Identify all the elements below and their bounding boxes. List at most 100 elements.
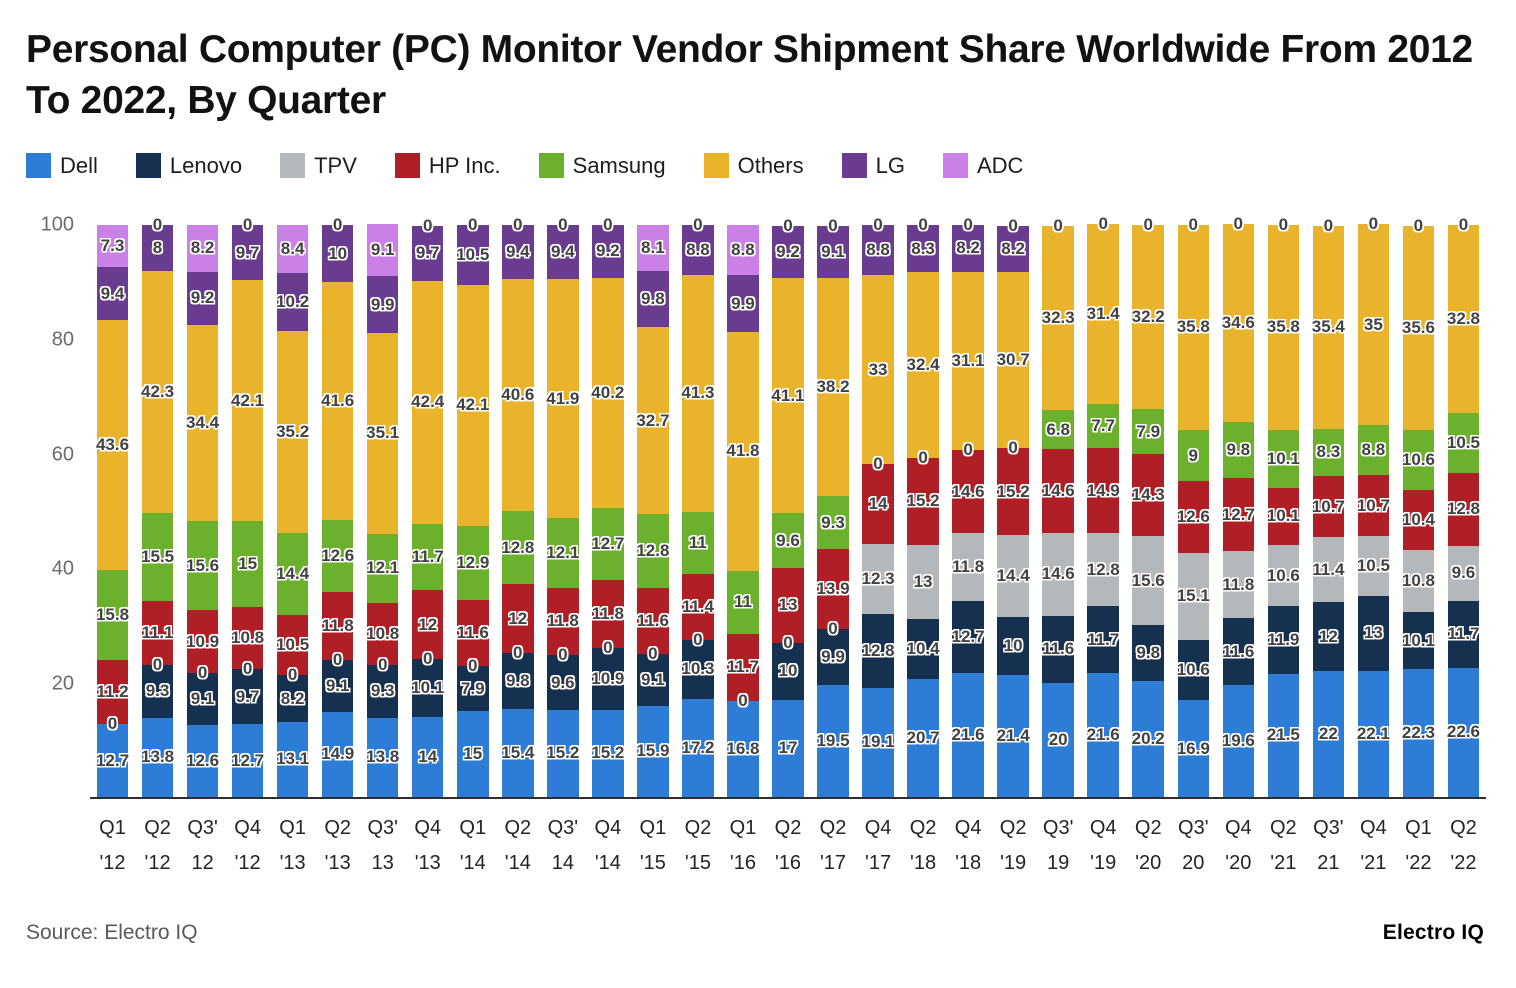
y-axis-tick: 60: [51, 443, 74, 466]
x-axis-label-year: '15: [684, 851, 711, 874]
value-label: 0: [783, 632, 793, 652]
bar-segment-tpv: 12.3: [861, 544, 895, 615]
bar-slot: 15.2 9.6 0 11.8 12.1 41.9 9.4 0: [540, 215, 585, 797]
bar-segment-lenovo: 10.4: [907, 619, 940, 679]
value-label: 13: [1363, 623, 1383, 643]
value-label: 0: [603, 214, 613, 234]
x-axis-label-year: '19: [1000, 851, 1027, 874]
bar-segment-dell: 15: [457, 711, 489, 797]
x-axis-label: Q2 '18: [901, 811, 946, 881]
bar-slot: 20 11.6 14.6 14.6 6.8 32.3 0 0: [1036, 216, 1081, 797]
bar-segment-dell: 14.9: [321, 711, 354, 797]
value-label: 0: [422, 215, 433, 235]
bar-segment-lg: 9.1: [817, 225, 849, 278]
x-axis-label: Q1 '14: [450, 811, 495, 881]
bar-segment-lenovo: 11.6: [1042, 616, 1075, 683]
value-label: 22.1: [1356, 723, 1390, 743]
bar-segment-others: 35.2: [276, 331, 309, 533]
bar-segment-lenovo: 10.3: [681, 639, 714, 699]
bar-segment-others: 33: [862, 275, 894, 465]
value-label: 21.4: [996, 725, 1030, 745]
bar-slot: 20.7 10.4 13 15.2 0 32.4 8.3 0: [901, 215, 946, 797]
x-axis-label-year: '18: [955, 851, 982, 874]
bar-segment-samsung: 10.6: [1401, 429, 1435, 491]
bar-segment-others: 31.4: [1087, 224, 1120, 405]
y-axis-tick: 100: [40, 213, 74, 236]
value-label: 35.1: [366, 423, 400, 443]
value-label: 9.7: [235, 686, 260, 706]
bar-segment-samsung: 15.8: [96, 569, 129, 661]
value-label: 43.6: [95, 435, 130, 455]
value-label: 11.6: [456, 622, 489, 642]
legend-swatch-lg: [841, 153, 867, 179]
x-axis-label-quarter: Q1: [639, 816, 667, 839]
bar-segment-samsung: 10.5: [1447, 412, 1480, 473]
bar-segment-others: 30.7: [997, 272, 1030, 449]
value-label: 19.6: [1221, 730, 1255, 750]
value-label: 13.9: [816, 579, 850, 599]
x-axis-label-year: '15: [639, 851, 666, 874]
value-label: 19.1: [861, 732, 895, 752]
legend-label: HP Inc.: [428, 152, 501, 178]
bar-slot: 15.4 9.8 0 12 12.8 40.6 9.4 0: [495, 215, 540, 797]
value-label: 41.9: [546, 388, 580, 408]
bar-segment-dell: 15.9: [636, 706, 669, 797]
value-label: 12.1: [546, 543, 580, 562]
value-label: 9.2: [776, 241, 800, 261]
value-label: 0: [1413, 216, 1424, 236]
bar-slot: 21.4 10 14.4 15.2 0 30.7 8.2 0: [991, 216, 1036, 797]
bar-segment-dell: 16.9: [1177, 700, 1210, 797]
x-axis-label-year: '17: [865, 851, 892, 874]
x-axis-label-year: 20: [1182, 851, 1205, 874]
value-label: 0: [332, 649, 343, 669]
legend-item-tpv: TPV: [280, 153, 357, 179]
value-label: 12: [1318, 626, 1338, 646]
bar-segment-others: 32.2: [1132, 225, 1165, 410]
stacked-bar: 15.9 9.1 0 11.6 12.8 32.7 9.8 8.1: [636, 225, 669, 797]
bar-segment-dell: 20.2: [1132, 681, 1165, 797]
value-label: 8.4: [280, 239, 305, 258]
value-label: 10.6: [1401, 450, 1435, 470]
value-label: 14: [868, 494, 888, 514]
x-axis-label: Q4 '21: [1351, 811, 1396, 881]
bar-slot: 15 7.9 0 11.6 12.9 42.1 10.5 0: [450, 215, 495, 797]
x-axis-label-year: '13: [279, 851, 306, 874]
x-axis-label-quarter: Q4: [594, 816, 622, 839]
value-label: 14.3: [1131, 485, 1165, 505]
value-label: 0: [332, 215, 343, 234]
bar-slot: 12.7 0 0 11.2 15.8 43.6 9.4 7.3: [90, 224, 135, 797]
value-label: 0: [963, 214, 973, 234]
value-label: 14.6: [951, 481, 985, 501]
bar-segment-dell: 13.1: [276, 722, 309, 797]
value-label: 12.1: [366, 558, 400, 578]
x-axis-label: Q3' 19: [1036, 811, 1081, 881]
value-label: 31.1: [951, 350, 985, 370]
value-label: 21.6: [1086, 725, 1120, 745]
stacked-bar: 22 12 11.4 10.7 8.3 35.4 0 0: [1312, 216, 1345, 797]
bar-segment-lg: 10: [321, 225, 354, 283]
value-label: 0: [873, 214, 883, 234]
stacked-bar: 14 10.1 0 12 11.7 42.4 9.7 0: [411, 216, 444, 797]
value-label: 9.8: [1226, 440, 1251, 460]
value-label: 0: [107, 714, 118, 734]
bar-segment-hp-inc: 11.1: [141, 601, 174, 665]
bar-segment-dell: 22: [1312, 671, 1345, 797]
x-axis-label-year: '12: [99, 851, 126, 874]
bar-segment-tpv: 15.6: [1132, 536, 1165, 626]
bar-segment-lenovo: 12.7: [952, 600, 985, 674]
stacked-bar: 20.7 10.4 13 15.2 0 32.4 8.3 0: [907, 215, 940, 797]
bar-segment-lenovo: 10.1: [1402, 611, 1435, 670]
value-label: 9.8: [641, 289, 665, 309]
legend-label: TPV: [314, 152, 357, 178]
bar-segment-samsung: 15: [231, 521, 264, 608]
value-label: 8.2: [190, 238, 215, 258]
stacked-bar: 15.2 10.9 0 11.8 12.7 40.2 9.2 0: [591, 215, 624, 797]
bar-segment-others: 41.1: [771, 278, 805, 514]
value-label: 0: [1413, 216, 1424, 236]
value-label: 9.2: [596, 241, 620, 261]
bar-segment-tpv: 10.8: [1402, 549, 1435, 612]
bar-segment-samsung: 12.1: [546, 518, 580, 588]
bar-segment-lg: 8.8: [862, 224, 894, 276]
value-label: 12.8: [501, 537, 535, 557]
value-label: 11.6: [1042, 639, 1075, 659]
